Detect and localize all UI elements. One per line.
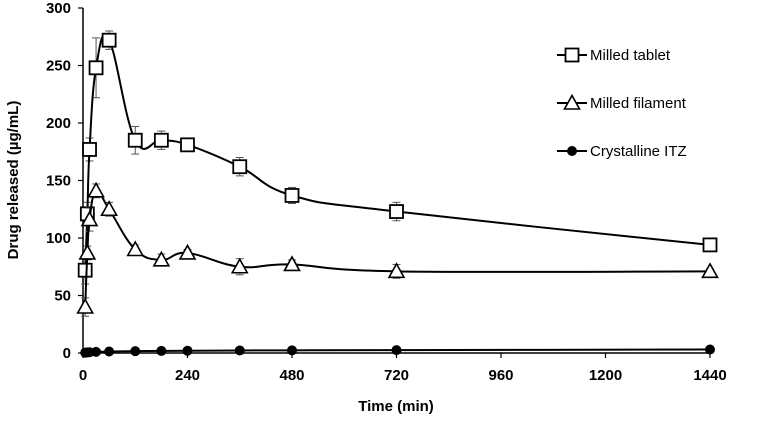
y-tick-label: 250 [46, 58, 71, 75]
data-point [156, 345, 167, 356]
data-point [180, 137, 195, 153]
x-tick-label: 0 [79, 367, 87, 384]
data-point [104, 346, 115, 357]
y-tick-label: 200 [46, 115, 71, 132]
series-crystalline-itz [80, 344, 715, 358]
data-point [77, 262, 93, 278]
data-point [126, 240, 145, 257]
x-tick-label: 960 [488, 367, 513, 384]
y-tick-label: 0 [63, 345, 71, 362]
data-point [91, 346, 102, 357]
axes: 0 50 100 150 200 250 300 0 240 480 720 960 1200 1440 [46, 0, 727, 384]
data-point [283, 255, 301, 272]
y-tick-label: 50 [54, 288, 71, 305]
legend: Milled tablet Milled filament Crystalline … [557, 47, 687, 160]
data-point [78, 243, 97, 260]
data-point [284, 188, 300, 203]
data-point [705, 344, 715, 355]
x-tick-label: 720 [384, 367, 409, 384]
data-point [387, 262, 406, 279]
y-axis-label: Drug released (µg/mL) [5, 101, 22, 260]
data-point [82, 142, 97, 157]
data-point [101, 32, 117, 48]
legend-label: Crystalline ITZ [590, 143, 687, 160]
data-point [127, 132, 143, 148]
data-point [153, 132, 169, 148]
data-point [232, 159, 248, 175]
series-marks [76, 30, 719, 358]
data-point [88, 60, 104, 76]
legend-marker [567, 146, 577, 156]
data-point [389, 204, 404, 219]
data-point [702, 237, 718, 253]
data-point [234, 345, 245, 356]
legend-label: Milled filament [590, 95, 687, 112]
data-point [287, 345, 297, 356]
legend-marker [564, 47, 580, 63]
data-point [130, 346, 141, 357]
y-tick-label: 300 [46, 0, 71, 17]
x-tick-label: 240 [175, 367, 200, 384]
data-point [87, 181, 105, 198]
x-tick-label: 1200 [589, 367, 622, 384]
data-point [391, 345, 402, 356]
data-point [80, 210, 99, 227]
series-milled-tablet [77, 30, 718, 285]
data-point [230, 257, 249, 274]
data-point [701, 262, 719, 279]
data-point [182, 345, 193, 356]
series-milled-filament [76, 181, 719, 317]
data-point [178, 243, 197, 260]
x-axis-label: Time (min) [358, 398, 434, 415]
data-point [100, 200, 118, 217]
x-tick-label: 480 [279, 367, 304, 384]
data-point [76, 297, 95, 314]
data-point [152, 250, 171, 267]
y-tick-label: 150 [46, 173, 71, 190]
x-tick-label: 1440 [693, 367, 726, 384]
y-tick-label: 100 [46, 230, 71, 247]
legend-marker [563, 93, 581, 110]
legend-label: Milled tablet [590, 47, 671, 64]
